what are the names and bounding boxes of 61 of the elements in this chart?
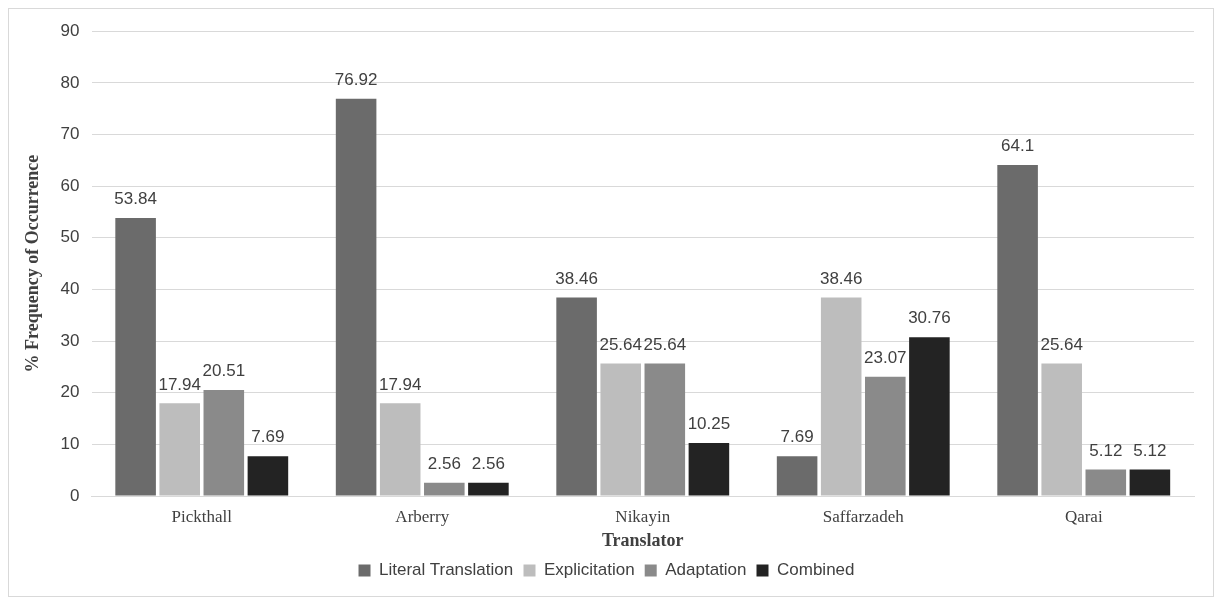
legend-label: Adaptation: [665, 560, 747, 580]
bar: [247, 456, 289, 496]
x-axis-title: Translator: [601, 529, 684, 550]
data-label: 7.69: [780, 427, 814, 447]
data-label: 2.56: [427, 453, 461, 473]
data-label: 25.64: [1040, 334, 1083, 354]
bar: [600, 363, 641, 496]
bar: [820, 297, 862, 496]
data-label: 30.76: [908, 308, 951, 328]
data-label: 64.1: [1001, 136, 1035, 156]
data-label: 10.25: [687, 414, 731, 434]
data-label: 20.51: [202, 361, 246, 381]
data-label: 5.12: [1089, 440, 1123, 460]
y-tick-label: 30: [60, 330, 80, 350]
x-tick-label: Pickthall: [171, 506, 233, 526]
x-tick-label: Arberry: [395, 506, 450, 526]
y-tick-label: 90: [60, 20, 80, 40]
bar: [424, 482, 465, 496]
y-tick-label: 10: [60, 434, 80, 454]
data-label: 17.94: [158, 374, 201, 394]
data-label: 5.12: [1133, 440, 1167, 460]
bar: [909, 337, 950, 496]
data-label: 17.94: [378, 374, 422, 394]
y-tick-label: 50: [60, 227, 80, 247]
bar: [688, 443, 730, 496]
x-tick-label: Saffarzadeh: [822, 506, 905, 526]
bar: [379, 403, 421, 496]
bar: [776, 456, 818, 496]
bar: [159, 403, 200, 496]
y-tick-label: 40: [60, 279, 80, 299]
data-label: 25.64: [599, 334, 642, 354]
bar: [468, 482, 509, 496]
data-label: 76.92: [334, 69, 378, 89]
data-label: 53.84: [114, 189, 157, 209]
y-tick-label: 70: [60, 124, 80, 144]
legend-label: Explicitation: [544, 560, 635, 580]
data-label: 2.56: [471, 453, 505, 473]
data-label: 7.69: [251, 427, 285, 447]
data-label: 23.07: [864, 348, 907, 368]
data-label: 38.46: [819, 268, 863, 288]
bar: [1085, 469, 1127, 496]
bar: [644, 363, 686, 496]
bar: [865, 376, 906, 496]
bar: [1041, 363, 1082, 496]
bar: [1129, 469, 1171, 496]
y-tick-label: 80: [60, 72, 80, 92]
x-tick-label: Nikayin: [615, 506, 671, 526]
y-tick-label: 0: [70, 485, 80, 505]
y-tick-label: 60: [60, 175, 80, 195]
bar: [556, 297, 597, 496]
bar: [997, 164, 1038, 496]
bar: [115, 217, 156, 496]
y-axis-title: % Frequency of Occurrence: [22, 154, 43, 373]
legend-label: Combined: [777, 560, 855, 580]
bar: [203, 390, 245, 496]
legend-label: Literal Translation: [379, 560, 514, 580]
data-label: 38.46: [555, 268, 598, 288]
bar: [335, 98, 377, 496]
y-tick-label: 20: [60, 382, 80, 402]
x-tick-label: Qarai: [1064, 506, 1103, 526]
data-label: 25.64: [643, 334, 687, 354]
